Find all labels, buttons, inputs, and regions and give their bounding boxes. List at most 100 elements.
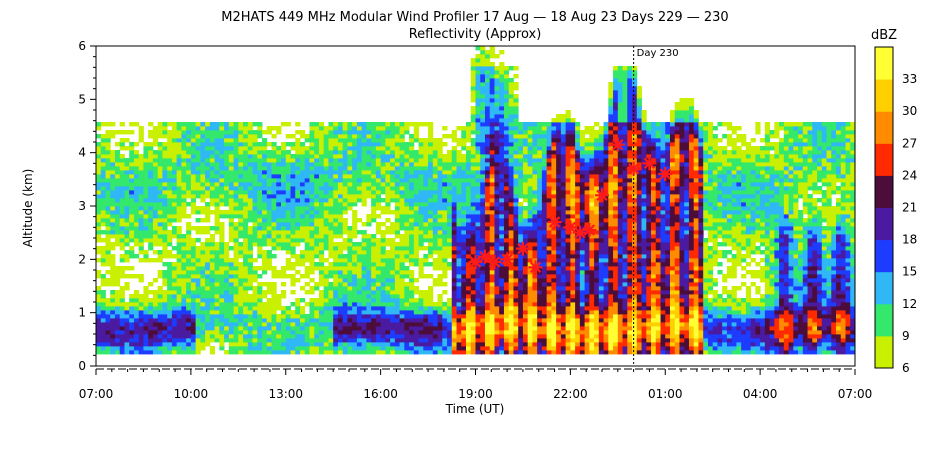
heatmap-cell [489, 314, 495, 319]
heatmap-cell [200, 282, 206, 287]
heatmap-cell [475, 250, 481, 255]
heatmap-cell [375, 338, 382, 343]
heatmap-cell [328, 158, 334, 163]
heatmap-cell [508, 286, 514, 291]
heatmap-cell [399, 130, 405, 135]
heatmap-cell [299, 262, 306, 267]
heatmap-cell [361, 198, 367, 203]
heatmap-cell [356, 166, 363, 171]
heatmap-cell [152, 238, 159, 243]
heatmap-cell [447, 186, 453, 191]
heatmap-cell [148, 178, 154, 183]
heatmap-cell [304, 350, 310, 355]
heatmap-cell [133, 198, 140, 203]
heatmap-cell [243, 318, 249, 323]
heatmap-cell [205, 214, 211, 219]
heatmap-cell [428, 234, 434, 239]
heatmap-cell [238, 314, 244, 319]
heatmap-cell [413, 122, 419, 127]
heatmap-cell [186, 222, 192, 227]
heatmap-cell [171, 214, 178, 219]
heatmap-cell [527, 234, 533, 239]
heatmap-cell [352, 302, 358, 307]
heatmap-cell [428, 318, 434, 323]
heatmap-cell [262, 254, 268, 259]
heatmap-cell [522, 222, 529, 227]
heatmap-cell [224, 258, 230, 263]
heatmap-cell [295, 154, 301, 159]
heatmap-cell [299, 258, 306, 263]
heatmap-cell [167, 326, 173, 331]
heatmap-cell [494, 174, 500, 179]
heatmap-cell [157, 286, 163, 291]
heatmap-cell [133, 170, 140, 175]
heatmap-cell [337, 282, 344, 287]
heatmap-cell [470, 78, 476, 83]
heatmap-cell [257, 142, 263, 147]
heatmap-cell [475, 66, 481, 71]
heatmap-cell [337, 182, 344, 187]
heatmap-cell [190, 226, 197, 231]
heatmap-cell [105, 150, 111, 155]
heatmap-cell [157, 294, 163, 299]
heatmap-cell [143, 206, 149, 211]
heatmap-cell [480, 294, 486, 299]
heatmap-cell [299, 306, 306, 311]
heatmap-cell [394, 298, 400, 303]
heatmap-cell [418, 174, 424, 179]
heatmap-cell [508, 322, 514, 327]
heatmap-cell [295, 262, 301, 267]
heatmap-cell [342, 254, 348, 259]
heatmap-cell [390, 294, 396, 299]
heatmap-cell [456, 346, 462, 351]
heatmap-cell [399, 190, 405, 195]
heatmap-cell [484, 190, 491, 195]
heatmap-cell [224, 174, 230, 179]
heatmap-cell [266, 162, 272, 167]
heatmap-cell [96, 222, 102, 227]
heatmap-cell [356, 274, 363, 279]
heatmap-cell [352, 186, 358, 191]
heatmap-cell [247, 198, 253, 203]
heatmap-cell [432, 214, 438, 219]
heatmap-cell [200, 218, 206, 223]
heatmap-cell [290, 318, 296, 323]
heatmap-cell [143, 302, 149, 307]
heatmap-cell [186, 182, 192, 187]
heatmap-cell [318, 234, 325, 239]
heatmap-cell [205, 326, 211, 331]
heatmap-cell [442, 350, 448, 355]
heatmap-cell [219, 250, 225, 255]
heatmap-cell [195, 270, 201, 275]
heatmap-cell [304, 138, 310, 143]
heatmap-cell [385, 178, 391, 183]
heatmap-cell [499, 206, 505, 211]
heatmap-cell [385, 306, 391, 311]
heatmap-cell [451, 182, 457, 187]
heatmap-cell [347, 138, 353, 143]
heatmap-cell [428, 150, 434, 155]
heatmap-cell [238, 254, 244, 259]
heatmap-cell [508, 166, 514, 171]
heatmap-cell [361, 246, 367, 251]
heatmap-cell [314, 326, 320, 331]
heatmap-cell [323, 214, 329, 219]
heatmap-cell [356, 242, 363, 247]
heatmap-cell [508, 150, 514, 155]
heatmap-cell [124, 182, 130, 187]
heatmap-cell [466, 210, 472, 215]
heatmap-cell [138, 126, 144, 131]
heatmap-cell [148, 134, 154, 139]
heatmap-cell [489, 46, 495, 51]
heatmap-cell [290, 214, 296, 219]
heatmap-cell [461, 126, 467, 131]
heatmap-cell [209, 314, 215, 319]
heatmap-cell [233, 254, 239, 259]
heatmap-cell [428, 134, 434, 139]
heatmap-cell [513, 82, 519, 87]
heatmap-cell [480, 270, 486, 275]
heatmap-cell [527, 190, 533, 195]
heatmap-cell [148, 206, 154, 211]
heatmap-cell [314, 286, 320, 291]
heatmap-cell [247, 322, 253, 327]
